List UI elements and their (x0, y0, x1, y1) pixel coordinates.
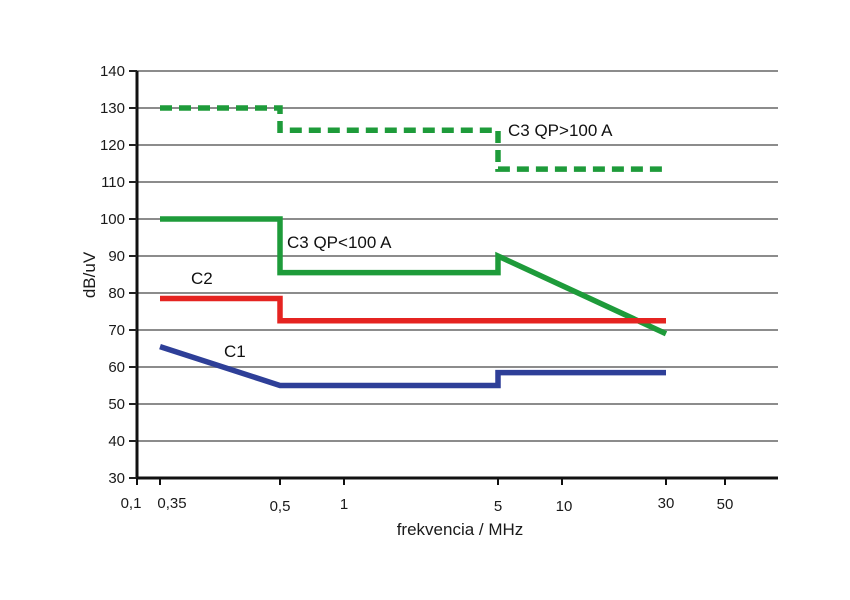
y-tick-label: 90 (108, 248, 125, 265)
label-c2: C2 (191, 269, 213, 288)
y-tick-label: 50 (108, 396, 125, 413)
label-c3-qp-under-100a: C3 QP<100 A (287, 233, 392, 252)
y-tick-label: 110 (101, 174, 125, 191)
x-tick-label: 0,5 (270, 498, 291, 515)
y-tick-label: 80 (108, 285, 125, 302)
x-tick-label: 50 (717, 496, 734, 513)
y-tick-label: 60 (108, 359, 125, 376)
label-c1: C1 (224, 342, 246, 361)
y-tick-label: 130 (100, 100, 125, 117)
x-tick-label: 1 (340, 496, 348, 513)
series-line-c1 (159, 343, 666, 389)
x-axis-title: frekvencia / MHz (397, 520, 524, 539)
x-tick-label: 0,1 (121, 495, 142, 512)
y-tick-label: 140 (100, 63, 125, 80)
y-tick-label: 70 (108, 322, 125, 339)
y-tick-label: 40 (108, 433, 125, 450)
x-tick-label: 30 (658, 495, 675, 512)
x-tick-label: 5 (494, 498, 502, 515)
series-line-c3-qp-100-a (160, 216, 668, 337)
series-line-c2 (160, 295, 666, 324)
y-tick-label: 100 (100, 211, 125, 228)
label-c3-qp-over-100a: C3 QP>100 A (508, 121, 613, 140)
y-axis-title: dB/uV (80, 251, 99, 298)
series-lines (159, 105, 668, 389)
y-tick-label: 30 (108, 470, 125, 487)
series-line-c3-qp-100-a (160, 105, 666, 172)
y-tick-label: 120 (100, 137, 125, 154)
axes (135, 71, 778, 480)
x-axis-ticks: 0,1 0,35 0,5 1 5 10 30 50 (121, 478, 734, 515)
x-tick-label: 10 (556, 498, 573, 515)
x-tick-label: 0,35 (157, 495, 186, 512)
y-axis-ticks: 30 40 50 60 70 80 90 100 110 120 130 140 (100, 63, 137, 487)
